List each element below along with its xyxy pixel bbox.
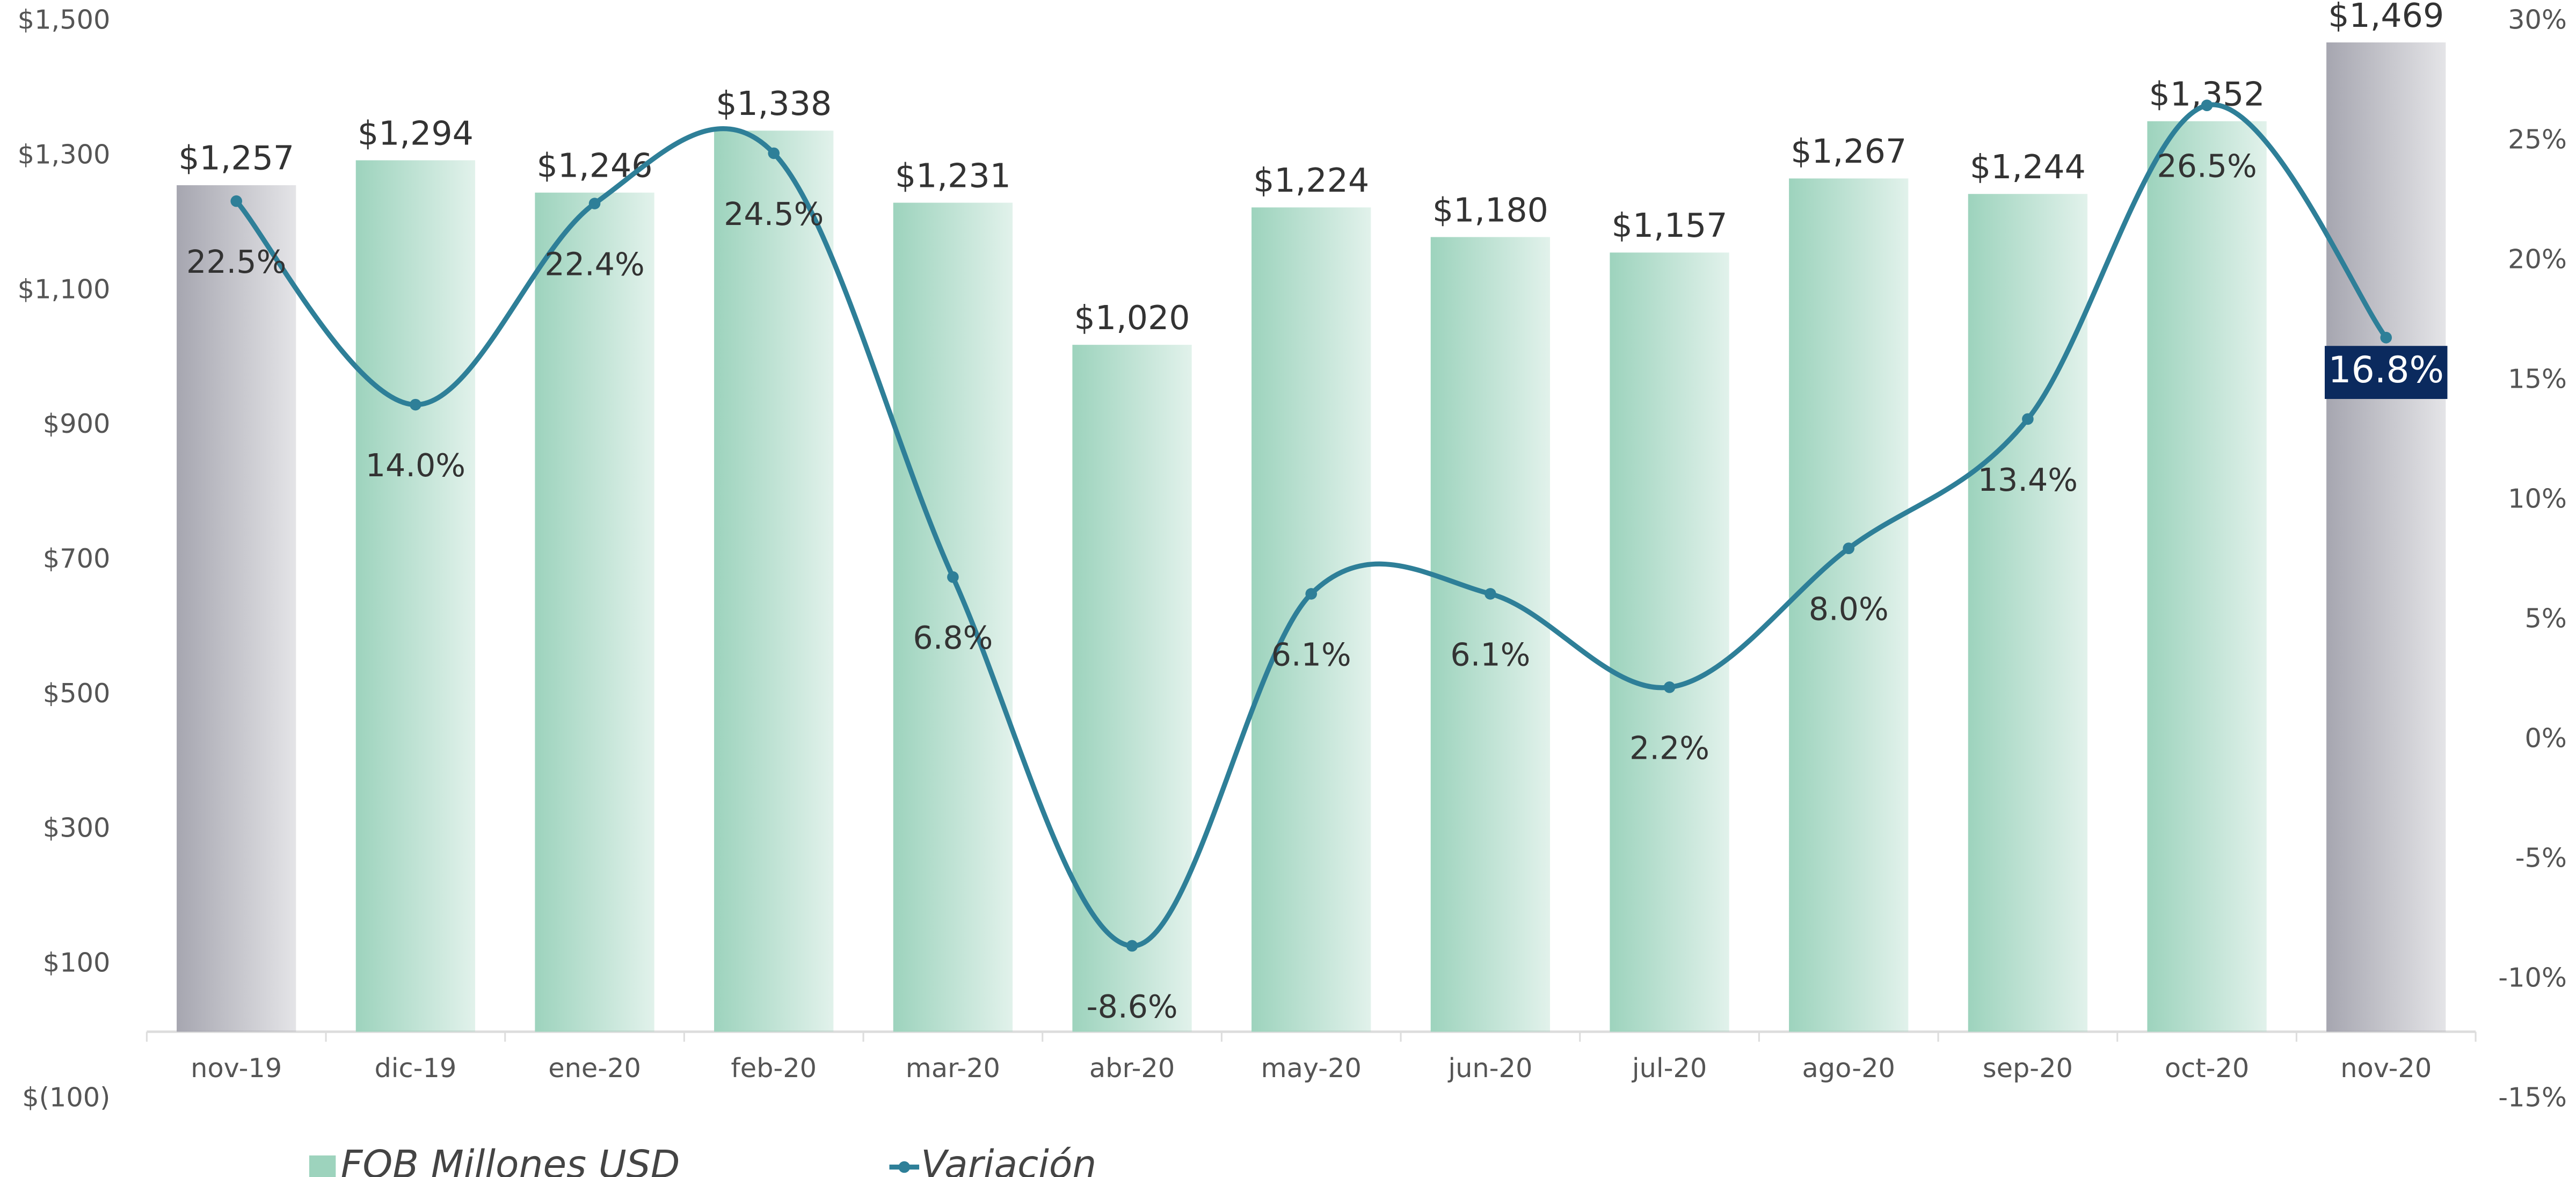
line-value-label: 8.0% bbox=[1809, 591, 1889, 628]
y-tick-label: $100 bbox=[43, 947, 111, 978]
bar bbox=[1610, 252, 1729, 1032]
y2-tick-label: 0% bbox=[2525, 722, 2567, 753]
line-point bbox=[588, 198, 601, 209]
line-value-label: 2.2% bbox=[1629, 730, 1709, 766]
line-value-label: 24.5% bbox=[724, 196, 824, 233]
x-tick-label: may-20 bbox=[1261, 1052, 1362, 1084]
line-point bbox=[1663, 681, 1676, 693]
bar-value-label: $1,257 bbox=[178, 139, 294, 178]
line-point bbox=[947, 571, 959, 583]
y2-tick-label: -10% bbox=[2498, 962, 2567, 993]
line-value-label: 6.1% bbox=[1450, 636, 1530, 673]
bar bbox=[1968, 194, 2088, 1032]
y2-tick-label: 30% bbox=[2508, 4, 2567, 35]
legend-label: Variación bbox=[921, 1142, 1096, 1177]
y2-tick-label: 20% bbox=[2508, 244, 2567, 275]
bar-value-label: $1,267 bbox=[1791, 132, 1906, 171]
y-tick-label: $700 bbox=[43, 543, 111, 574]
bar-value-label: $1,180 bbox=[1432, 191, 1548, 229]
legend-swatch bbox=[898, 1161, 911, 1173]
x-tick-label: feb-20 bbox=[731, 1052, 817, 1084]
line-value-label: 16.8% bbox=[2328, 349, 2444, 391]
line-point bbox=[2022, 413, 2034, 425]
y-tick-label: $1,500 bbox=[18, 4, 111, 35]
bar bbox=[355, 160, 476, 1032]
line-point bbox=[410, 398, 421, 411]
bar-value-label: $1,338 bbox=[716, 84, 832, 123]
bar-value-label: $1,246 bbox=[537, 146, 653, 185]
x-tick-label: jul-20 bbox=[1632, 1052, 1707, 1084]
legend-swatch bbox=[309, 1155, 336, 1177]
x-tick-label: sep-20 bbox=[1983, 1052, 2073, 1084]
y-tick-label: $500 bbox=[43, 678, 111, 709]
y2-tick-label: 25% bbox=[2508, 124, 2567, 155]
y2-tick-label: 10% bbox=[2508, 483, 2567, 514]
x-tick-label: jun-20 bbox=[1447, 1052, 1532, 1084]
x-tick-label: mar-20 bbox=[906, 1052, 1000, 1084]
label-box bbox=[2325, 346, 2448, 399]
line-value-label: 14.0% bbox=[366, 447, 465, 484]
y2-tick-label: -5% bbox=[2515, 842, 2567, 873]
bar-value-label: $1,231 bbox=[895, 156, 1011, 195]
x-tick-label: nov-20 bbox=[2340, 1052, 2432, 1084]
y-tick-label: $1,100 bbox=[18, 273, 111, 304]
bar bbox=[1430, 237, 1551, 1032]
line-value-label: 22.4% bbox=[544, 246, 644, 282]
bar-value-label: $1,224 bbox=[1253, 161, 1369, 200]
x-tick-label: nov-19 bbox=[191, 1052, 282, 1084]
bar-value-label: $1,157 bbox=[1612, 206, 1728, 245]
x-tick-label: ene-20 bbox=[548, 1052, 641, 1084]
line-point bbox=[230, 195, 243, 207]
bar bbox=[1072, 345, 1192, 1032]
bar bbox=[714, 130, 834, 1032]
line-point bbox=[1843, 542, 1855, 555]
x-tick-label: abr-20 bbox=[1089, 1052, 1175, 1084]
x-tick-label: dic-19 bbox=[374, 1052, 456, 1084]
line-value-label: 13.4% bbox=[1978, 462, 2078, 498]
bar-value-label: $1,294 bbox=[358, 114, 474, 152]
line-value-label: 22.5% bbox=[186, 244, 286, 280]
legend-label: FOB Millones USD bbox=[341, 1142, 680, 1177]
bar-value-label: $1,244 bbox=[1970, 148, 2086, 186]
bar-value-label: $1,469 bbox=[2328, 0, 2444, 35]
line-point bbox=[2201, 99, 2213, 112]
bar bbox=[535, 192, 654, 1032]
y2-tick-label: 15% bbox=[2508, 364, 2567, 395]
x-tick-label: oct-20 bbox=[2165, 1052, 2249, 1084]
line-point bbox=[1305, 588, 1318, 600]
line-point bbox=[1485, 588, 1496, 600]
y2-tick-label: -15% bbox=[2498, 1081, 2567, 1113]
y-tick-label: $300 bbox=[43, 812, 111, 844]
y-tick-label: $900 bbox=[43, 408, 111, 439]
y2-tick-label: 5% bbox=[2525, 603, 2567, 634]
bar bbox=[2147, 121, 2267, 1032]
line-point bbox=[768, 147, 780, 159]
bar bbox=[2326, 42, 2446, 1032]
bar bbox=[893, 202, 1013, 1032]
bar bbox=[1251, 207, 1371, 1032]
bar bbox=[177, 185, 296, 1032]
line-value-label: 6.1% bbox=[1271, 636, 1351, 673]
line-value-label: -8.6% bbox=[1086, 989, 1177, 1025]
y-tick-label: $1,300 bbox=[18, 139, 111, 170]
line-point bbox=[2380, 331, 2392, 344]
line-value-label: 26.5% bbox=[2157, 148, 2257, 185]
bar bbox=[1789, 178, 1909, 1032]
x-tick-label: ago-20 bbox=[1802, 1052, 1895, 1084]
line-value-label: 6.8% bbox=[913, 620, 993, 656]
line-point bbox=[1126, 940, 1138, 952]
y-tick-label: $(100) bbox=[22, 1081, 110, 1113]
bar-value-label: $1,020 bbox=[1074, 299, 1190, 337]
